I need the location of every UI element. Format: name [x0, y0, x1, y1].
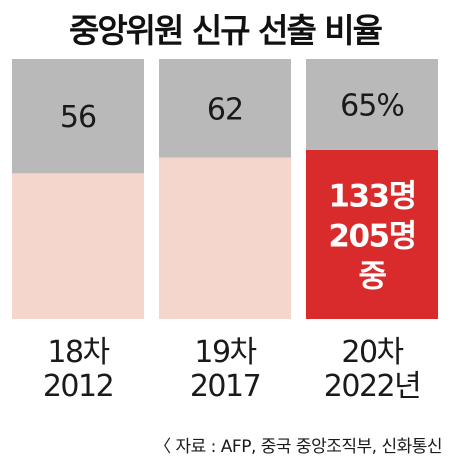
bar-new-share-0: [12, 59, 144, 174]
highlight-note-line-0: 133명: [328, 179, 415, 215]
category-label-0-0: 18차: [47, 335, 109, 370]
category-label-0-1: 2012: [43, 369, 113, 404]
value-label-0: 56: [60, 100, 96, 135]
bar-remaining-share-2: [306, 150, 438, 319]
category-label-2-1: 2022년: [324, 369, 420, 404]
bars-group: [12, 59, 438, 319]
value-label-2: 65%: [340, 89, 404, 124]
bar-new-share-2: [306, 59, 438, 150]
source-note: 〈 자료 : AFP, 중국 중앙조직부, 신화통신: [154, 437, 442, 457]
bar-new-share-1: [159, 59, 291, 158]
value-label-1: 62: [207, 92, 243, 127]
category-label-1-1: 2017: [190, 369, 260, 404]
chart-title: 중앙위원 신규 선출 비율: [68, 11, 383, 50]
highlight-note-line-2: 중: [358, 259, 386, 295]
bar-remaining-share-0: [12, 173, 144, 319]
category-label-1-0: 19차: [194, 335, 256, 370]
category-label-2-0: 20차: [341, 335, 403, 370]
bar-remaining-share-1: [159, 157, 291, 319]
highlight-note-line-1: 205명: [328, 219, 415, 255]
